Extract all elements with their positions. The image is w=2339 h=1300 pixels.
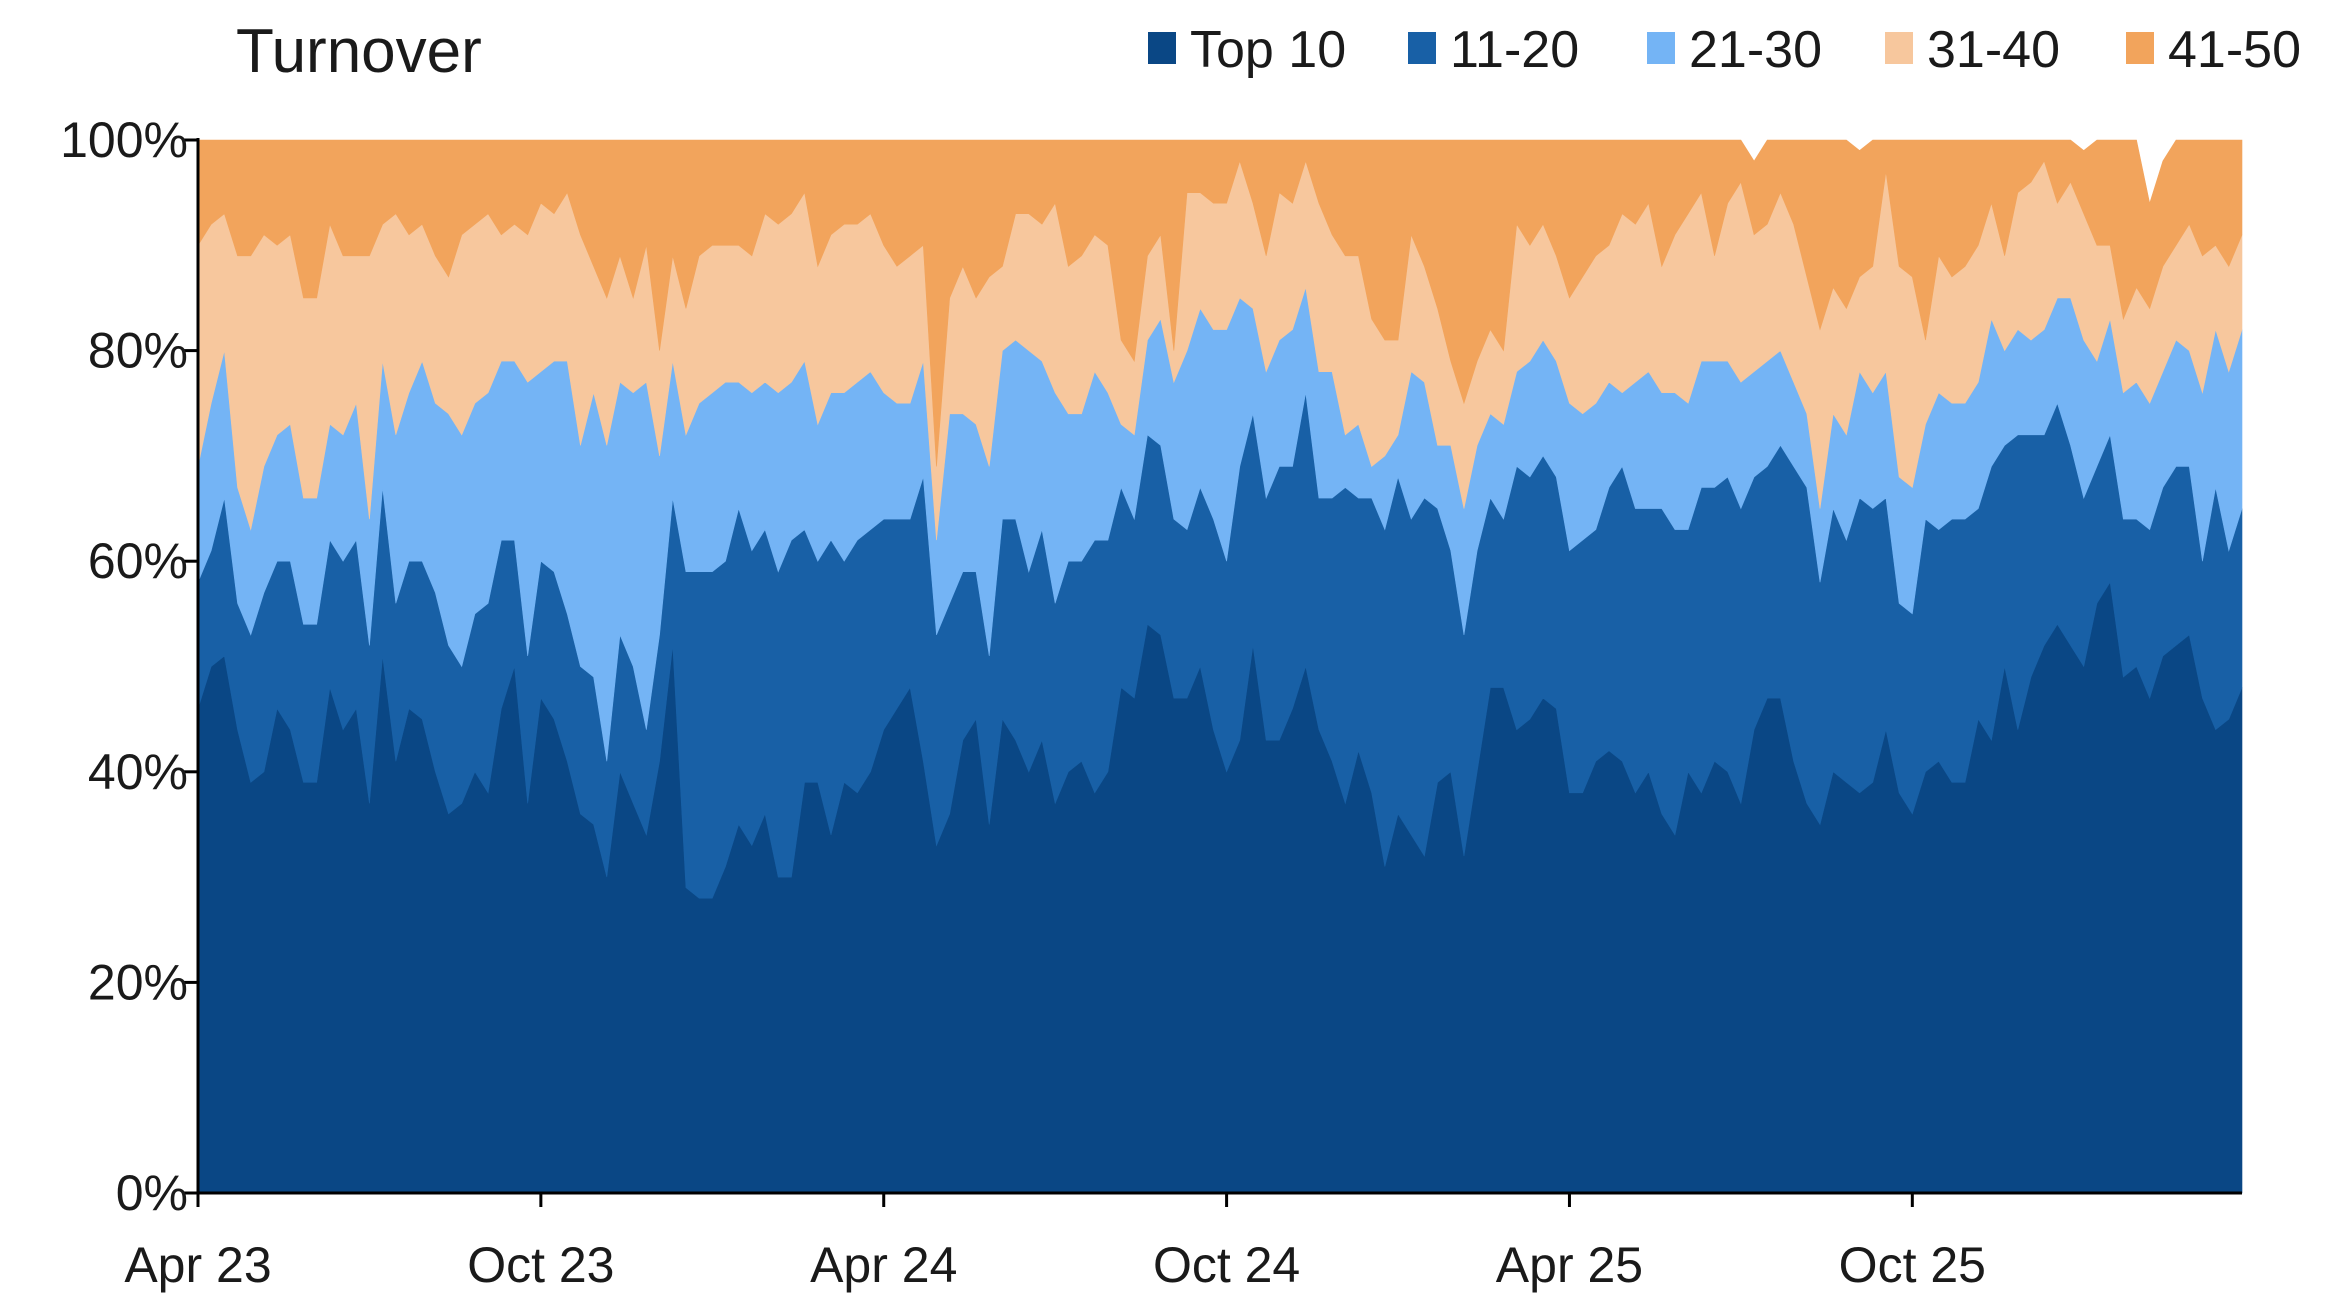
x-tick-label: Apr 25 [1496, 1237, 1643, 1293]
legend-label: 41-50 [2168, 21, 2301, 79]
y-tick-label: 0% [116, 1165, 188, 1221]
legend-label: 31-40 [1927, 21, 2060, 79]
legend-swatch [1885, 32, 1913, 64]
x-tick-label: Apr 23 [124, 1237, 271, 1293]
x-tick-label: Oct 24 [1153, 1237, 1300, 1293]
legend-label: 11-20 [1450, 21, 1579, 79]
legend-swatch [1408, 32, 1436, 64]
y-tick-label: 80% [88, 323, 188, 379]
y-tick-label: 20% [88, 954, 188, 1010]
legend-label: Top 10 [1190, 21, 1346, 79]
y-tick-label: 100% [60, 112, 188, 168]
x-tick-label: Oct 23 [467, 1237, 614, 1293]
series-areas [197, 139, 2243, 1194]
x-tick-label: Oct 25 [1839, 1237, 1986, 1293]
area-series-5 [197, 139, 2243, 467]
y-tick-label: 60% [88, 533, 188, 589]
y-tick-label: 40% [88, 744, 188, 800]
legend: Top 10 11-20 21-30 31-40 41-50 [1148, 21, 2301, 79]
axes: 0% 20% 40% 60% 80% 100% Apr 23 Oct 23 Apr 24 Oct … [60, 112, 2242, 1293]
legend-swatch [1647, 32, 1675, 64]
legend-swatch [1148, 32, 1176, 64]
x-tick-label: Apr 24 [810, 1237, 957, 1293]
chart-title: Turnover [236, 17, 482, 86]
legend-label: 21-30 [1689, 21, 1822, 79]
legend-swatch [2126, 32, 2154, 64]
